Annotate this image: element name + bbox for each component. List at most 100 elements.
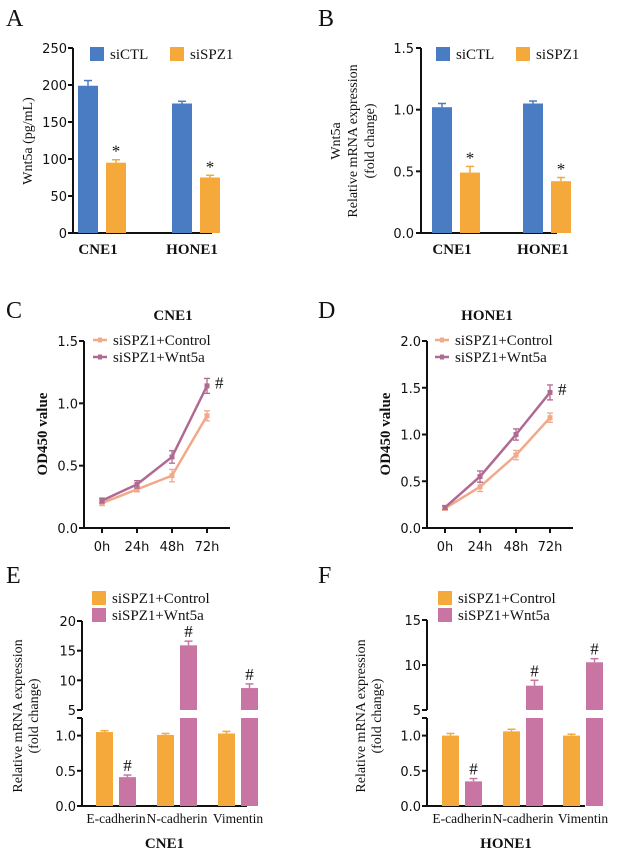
- y-tick-label: 15: [59, 645, 76, 660]
- chart-title: CNE1: [153, 308, 192, 324]
- legend-item-control-marker: [98, 337, 102, 343]
- x-tick-label: 48h: [504, 540, 529, 555]
- bar-siSPZ1: [551, 181, 571, 233]
- panel-letter: A: [6, 6, 24, 32]
- line-siSPZ1+Wnt5a: [101, 385, 209, 502]
- x-category-label: Vimentin: [558, 811, 608, 826]
- legend-item-siCTL-label: siCTL: [110, 47, 148, 63]
- bar-siSPZ1+Wnt5a-lower: [241, 718, 258, 806]
- panel-E: E 0.0 0.5 1.0 5 10 15 20 Relative mRNA expressio…: [6, 563, 263, 852]
- data-point: [547, 415, 553, 421]
- bar-siSPZ1+Wnt5a-lower: [180, 718, 197, 806]
- significance-mark: #: [123, 756, 132, 775]
- x-tick-label: 24h: [125, 540, 150, 555]
- y-tick-label: 150: [42, 116, 67, 131]
- y-tick-label: 10: [59, 674, 76, 689]
- x-category-label: E-cadherin: [86, 811, 145, 826]
- x-tick-label: 0h: [437, 540, 454, 555]
- data-point: [547, 389, 553, 395]
- bar-siSPZ1+Control: [503, 731, 520, 806]
- bar-siSPZ1+Wnt5a-lower: [526, 718, 543, 806]
- data-point: [169, 454, 175, 460]
- data-point: [134, 486, 140, 492]
- bar-siSPZ1+Wnt5a-lower: [586, 718, 603, 806]
- data-point: [442, 504, 448, 510]
- legend-item-wnt5a-swatch: [92, 608, 106, 622]
- y-tick-label: 1.5: [57, 335, 78, 350]
- y-tick-label: 1.5: [400, 382, 421, 397]
- x-axis-title: CNE1: [145, 836, 184, 852]
- panel-F: F 0.0 0.5 1.0 5 10 15 Relative mRNA expression(…: [318, 563, 608, 852]
- line-siSPZ1+Control: [444, 416, 551, 510]
- y-axis-label: Relative mRNA expression: [11, 639, 26, 792]
- bar-siSPZ1: [200, 177, 220, 233]
- x-tick-label: 0h: [94, 540, 111, 555]
- significance-mark: #: [469, 760, 478, 779]
- y-tick-label: 1.0: [393, 104, 414, 119]
- panel-D: D HONE1 0.0 0.5 1.0 1.5 2.0 0h 24h 48h 72h OD450 va…: [318, 298, 573, 555]
- panel-letter: F: [318, 563, 331, 589]
- x-category-label: N-cadherin: [493, 811, 554, 826]
- significance-mark: *: [466, 148, 475, 167]
- y-axis-label: OD450 value: [378, 392, 394, 475]
- significance-mark: *: [206, 157, 215, 176]
- x-tick-label: 72h: [538, 540, 563, 555]
- y-tick-label: 100: [42, 153, 67, 168]
- legend-item-wnt5a-marker: [98, 354, 102, 360]
- line-siSPZ1+Wnt5a: [444, 391, 551, 509]
- y-tick-label: 2.0: [400, 335, 421, 350]
- x-tick-label: 48h: [160, 540, 185, 555]
- x-tick-label: 24h: [468, 540, 493, 555]
- y-tick-label: 1.0: [400, 429, 421, 444]
- data-point: [204, 413, 210, 419]
- legend-item-control-label: siSPZ1+Control: [113, 333, 211, 349]
- data-point: [169, 473, 175, 479]
- y-tick-label: 200: [42, 79, 67, 94]
- data-point: [513, 452, 519, 458]
- panel-letter: D: [318, 298, 335, 324]
- y-tick-label: 50: [50, 190, 67, 205]
- bar-siSPZ1+Wnt5a-upper: [526, 685, 543, 710]
- x-category-label: HONE1: [166, 242, 218, 258]
- data-point: [513, 432, 519, 437]
- bar-siSPZ1+Control: [96, 732, 113, 806]
- bar-siSPZ1+Control: [563, 735, 580, 806]
- y-tick-label: 5: [413, 704, 421, 719]
- y-tick-label: 1.0: [400, 730, 421, 745]
- legend-item-control-swatch: [92, 591, 106, 605]
- legend-item-wnt5a-label: siSPZ1+Wnt5a: [458, 608, 550, 624]
- significance-mark: #: [530, 661, 539, 680]
- y-tick-label: 0.0: [393, 227, 414, 242]
- legend-item-wnt5a-marker: [440, 354, 444, 360]
- x-category-label: CNE1: [432, 242, 471, 258]
- y-axis-label: Wnt5a: [329, 122, 344, 160]
- legend-item-control-label: siSPZ1+Control: [458, 591, 556, 607]
- data-point: [99, 498, 105, 504]
- y-tick-label: 0.0: [55, 800, 76, 815]
- y-axis-label: OD450 value: [35, 392, 51, 475]
- significance-mark: #: [558, 380, 567, 399]
- legend-item-control-swatch: [438, 591, 452, 605]
- legend-item-siSPZ1-swatch: [516, 47, 530, 61]
- legend-item-control-marker: [440, 337, 444, 343]
- x-category-label: HONE1: [517, 242, 569, 258]
- legend-item-wnt5a-label: siSPZ1+Wnt5a: [113, 350, 205, 366]
- bar-siCTL: [172, 103, 192, 233]
- bar-siCTL: [432, 107, 452, 233]
- legend-item-wnt5a-label: siSPZ1+Wnt5a: [112, 608, 204, 624]
- data-point: [477, 484, 483, 490]
- x-category-label: E-cadherin: [432, 811, 491, 826]
- bar-siSPZ1+Wnt5a: [119, 777, 136, 806]
- panel-A: A 0 50 100 150 200 250 Wnt5a (pg/mL) * CNE1 * HONE1…: [6, 6, 233, 258]
- bar-siSPZ1+Wnt5a-upper: [586, 662, 603, 710]
- bar-siSPZ1+Wnt5a-upper: [241, 688, 258, 710]
- legend-item-control-label: siSPZ1+Control: [455, 333, 553, 349]
- y-tick-label: 5: [68, 704, 76, 719]
- bar-siSPZ1+Control: [442, 735, 459, 806]
- y-tick-label: 0.0: [400, 800, 421, 815]
- y-tick-label: 0.5: [400, 765, 421, 780]
- panel-letter: B: [318, 6, 334, 32]
- significance-mark: *: [112, 142, 121, 161]
- legend-item-siSPZ1-label: siSPZ1: [190, 47, 233, 63]
